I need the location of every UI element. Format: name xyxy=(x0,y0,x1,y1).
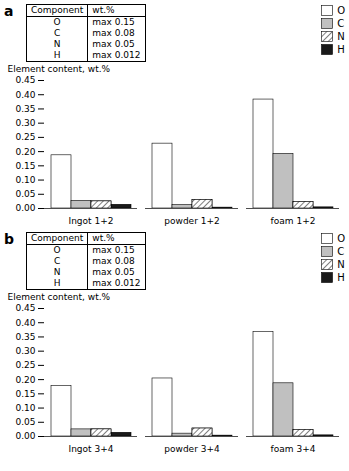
html-text:C: C xyxy=(337,18,345,29)
html-text:H: H xyxy=(337,44,345,55)
html-text:max 0.012: max 0.012 xyxy=(92,278,141,288)
html-text:O: O xyxy=(337,233,345,244)
html-text:H: H xyxy=(53,50,61,60)
html-text:b: b xyxy=(4,231,14,247)
html-text:N: N xyxy=(337,31,345,42)
svg-text:Ingot 3+4: Ingot 3+4 xyxy=(69,444,114,454)
html-text:C: C xyxy=(54,256,61,266)
html-text:Component: Component xyxy=(31,233,84,243)
svg-text:0.10: 0.10 xyxy=(15,403,35,413)
html-text:max 0.08: max 0.08 xyxy=(92,256,135,266)
svg-text:0.05: 0.05 xyxy=(15,189,35,199)
svg-text:0.35: 0.35 xyxy=(15,332,35,342)
html-text:C: C xyxy=(337,246,345,257)
svg-text:powder 1+2: powder 1+2 xyxy=(164,216,219,226)
svg-text:0.30: 0.30 xyxy=(15,346,35,356)
html-text:N: N xyxy=(53,267,61,277)
html-text:Component: Component xyxy=(31,5,84,15)
svg-text:0.20: 0.20 xyxy=(15,374,35,384)
html-text:max 0.05: max 0.05 xyxy=(92,39,135,49)
html-text:O: O xyxy=(53,245,61,255)
svg-text:0.00: 0.00 xyxy=(15,431,35,441)
svg-text:foam 1+2: foam 1+2 xyxy=(271,216,316,226)
svg-text:0.45: 0.45 xyxy=(15,303,35,313)
svg-text:0.00: 0.00 xyxy=(15,203,35,213)
svg-text:0.15: 0.15 xyxy=(15,161,35,171)
html-text:a: a xyxy=(4,3,14,19)
svg-text:Element content, wt.%: Element content, wt.% xyxy=(8,292,111,302)
html-text:C: C xyxy=(54,28,61,38)
svg-text:0.30: 0.30 xyxy=(15,118,35,128)
svg-text:0.10: 0.10 xyxy=(15,175,35,185)
svg-text:0.40: 0.40 xyxy=(15,90,35,100)
svg-text:powder 3+4: powder 3+4 xyxy=(164,444,220,454)
html-text:wt.%: wt.% xyxy=(92,5,115,15)
svg-text:0.25: 0.25 xyxy=(15,132,35,142)
html-text:H: H xyxy=(53,278,61,288)
svg-text:foam 3+4: foam 3+4 xyxy=(271,444,316,454)
html-text:N: N xyxy=(53,39,61,49)
html-text:O: O xyxy=(337,5,345,16)
html-text:max 0.012: max 0.012 xyxy=(92,50,141,60)
html-text:wt.%: wt.% xyxy=(92,233,115,243)
html-text:N: N xyxy=(337,259,345,270)
html-text:max 0.15: max 0.15 xyxy=(92,17,135,27)
html-text:max 0.08: max 0.08 xyxy=(92,28,135,38)
svg-text:Element content, wt.%: Element content, wt.% xyxy=(8,64,111,74)
html-text:O: O xyxy=(53,17,61,27)
svg-text:0.05: 0.05 xyxy=(15,417,35,427)
html-text:H: H xyxy=(337,272,345,283)
svg-text:0.35: 0.35 xyxy=(15,104,35,114)
svg-text:0.25: 0.25 xyxy=(15,360,35,370)
svg-text:0.40: 0.40 xyxy=(15,318,35,328)
svg-text:Ingot 1+2: Ingot 1+2 xyxy=(69,216,114,226)
svg-text:0.15: 0.15 xyxy=(15,389,35,399)
html-text:max 0.15: max 0.15 xyxy=(92,245,135,255)
svg-text:0.20: 0.20 xyxy=(15,146,35,156)
html-text:max 0.05: max 0.05 xyxy=(92,267,135,277)
svg-text:0.45: 0.45 xyxy=(15,75,35,85)
